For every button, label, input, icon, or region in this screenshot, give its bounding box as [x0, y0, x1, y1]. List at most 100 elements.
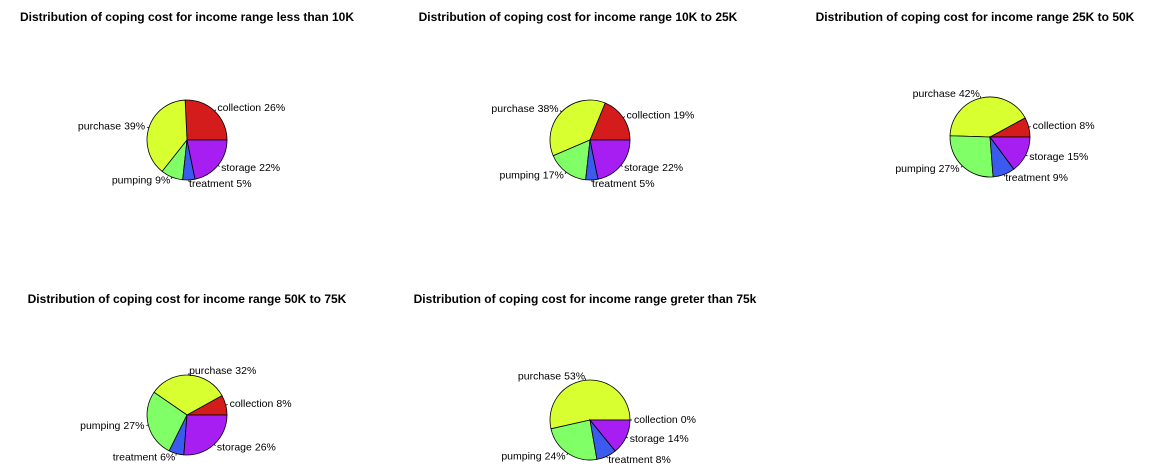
pie-slice	[589, 102, 631, 141]
slice-value-label: 19%	[673, 109, 694, 121]
label-tick	[214, 109, 217, 112]
slice-value-label: 15%	[1067, 151, 1088, 163]
slice-category: purchase	[78, 120, 121, 132]
label-tick	[225, 404, 228, 406]
slice-category: treatment	[189, 178, 233, 190]
slice-label: purchase 42%	[913, 88, 980, 100]
slice-category: collection	[1033, 120, 1077, 132]
slice-category: purchase	[491, 103, 534, 115]
slice-category: pumping	[500, 169, 540, 181]
slice-value-label: 9%	[1053, 172, 1068, 184]
slice-value-label: 27%	[123, 420, 144, 432]
slice-category: treatment	[113, 451, 157, 463]
slice-label: pumping 27%	[80, 420, 144, 432]
chart-title: Distribution of coping cost for income r…	[28, 292, 347, 306]
slice-label: storage 26%	[217, 441, 276, 453]
slice-category: collection	[627, 109, 671, 121]
slice-label: purchase 32%	[189, 365, 256, 377]
pie-chart: Distribution of coping cost for income r…	[414, 292, 757, 466]
slice-category: purchase	[518, 370, 561, 382]
slice-category: storage	[630, 433, 665, 445]
slice-value-label: 38%	[538, 103, 559, 115]
slice-value-label: 8%	[656, 454, 671, 466]
slice-label: collection 8%	[230, 398, 292, 410]
slice-value-label: 26%	[264, 102, 285, 114]
slice-value-label: 6%	[160, 451, 175, 463]
pie-slice	[153, 374, 223, 416]
slice-category: treatment	[1005, 172, 1049, 184]
slice-label: pumping 27%	[895, 163, 959, 175]
pie-chart: Distribution of coping cost for income r…	[20, 10, 354, 190]
slice-category: pumping	[895, 163, 935, 175]
chart-title: Distribution of coping cost for income r…	[816, 10, 1135, 24]
slice-category: collection	[230, 398, 274, 410]
slice-category: storage	[1029, 151, 1064, 163]
chart-title: Distribution of coping cost for income r…	[20, 10, 354, 24]
pie-chart: Distribution of coping cost for income r…	[816, 10, 1135, 184]
slice-value-label: 17%	[543, 169, 564, 181]
slice-label: storage 14%	[630, 433, 689, 445]
slice-value-label: 22%	[259, 162, 280, 174]
pie-slice	[989, 136, 1031, 170]
slice-value-label: 8%	[276, 398, 291, 410]
slice-category: storage	[624, 162, 659, 174]
label-tick	[213, 444, 216, 447]
label-tick	[170, 176, 173, 180]
pie-chart: Distribution of coping cost for income r…	[419, 10, 738, 190]
slice-category: treatment	[592, 178, 636, 190]
slice-category: pumping	[80, 420, 120, 432]
slice-category: storage	[217, 441, 252, 453]
slice-value-label: 0%	[681, 414, 696, 426]
label-tick	[175, 453, 177, 456]
pie-slice	[184, 99, 228, 141]
slice-value-label: 5%	[639, 178, 654, 190]
slice-category: purchase	[913, 88, 956, 100]
label-tick	[625, 436, 629, 439]
slice-label: storage 15%	[1029, 151, 1088, 163]
label-tick	[960, 165, 963, 168]
slice-label: storage 22%	[624, 162, 683, 174]
slice-value-label: 32%	[235, 365, 256, 377]
pie-slice	[146, 99, 188, 172]
slice-value-label: 5%	[236, 178, 251, 190]
label-tick	[146, 424, 149, 426]
slice-value-label: 8%	[1079, 120, 1094, 132]
slice-value-label: 53%	[564, 370, 585, 382]
pie-slice	[589, 139, 631, 180]
slice-label: collection 19%	[627, 109, 695, 121]
slice-label: collection 8%	[1033, 120, 1095, 132]
label-tick	[146, 126, 150, 129]
slice-category: pumping	[501, 450, 541, 462]
pie-slice	[550, 419, 598, 461]
slice-value-label: 26%	[255, 441, 276, 453]
slice-label: pumping 24%	[501, 450, 565, 462]
label-tick	[622, 116, 626, 119]
label-tick	[559, 110, 562, 113]
label-tick	[606, 456, 608, 459]
slice-label: treatment 6%	[113, 451, 176, 463]
slice-label: storage 22%	[221, 162, 280, 174]
slice-label: pumping 17%	[500, 169, 564, 181]
slice-category: collection	[634, 414, 678, 426]
slice-value-label: 42%	[959, 88, 980, 100]
slice-label: purchase 39%	[78, 120, 145, 132]
pie-slice	[183, 414, 228, 456]
pie-slice	[186, 139, 228, 180]
slice-label: treatment 5%	[592, 178, 655, 190]
slice-label: purchase 38%	[491, 103, 558, 115]
slice-category: treatment	[608, 454, 652, 466]
label-tick	[564, 171, 567, 174]
pie-chart: Distribution of coping cost for income r…	[28, 292, 347, 463]
pie-slice	[549, 99, 606, 157]
slice-label: treatment 8%	[608, 454, 671, 466]
chart-title: Distribution of coping cost for income r…	[414, 292, 757, 306]
label-tick	[1003, 174, 1006, 177]
pie-slice	[589, 419, 631, 452]
slice-category: pumping	[112, 174, 152, 186]
slice-value-label: 22%	[662, 162, 683, 174]
label-tick	[566, 453, 569, 456]
slice-label: purchase 53%	[518, 370, 585, 382]
slice-category: collection	[217, 102, 261, 114]
